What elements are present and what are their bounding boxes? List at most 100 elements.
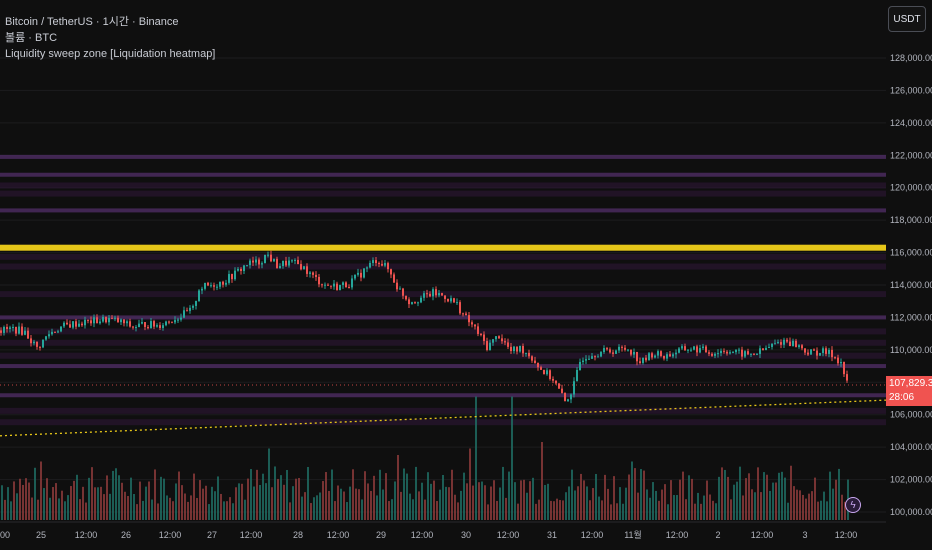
candle-body	[840, 362, 842, 364]
volume-bar	[31, 497, 33, 520]
candle-body	[825, 348, 827, 354]
candle-body	[246, 265, 248, 267]
candle-body	[651, 353, 653, 358]
volume-bar	[316, 495, 318, 520]
volume-bar	[394, 481, 396, 520]
volume-bar	[475, 396, 477, 520]
volume-bar	[478, 482, 480, 520]
currency-button[interactable]: USDT	[888, 6, 926, 32]
volume-bar	[460, 490, 462, 520]
candle-body	[288, 260, 290, 266]
volume-bar	[379, 469, 381, 520]
volume-bar	[334, 501, 336, 520]
volume-bar	[646, 489, 648, 520]
candle-body	[399, 288, 401, 290]
volume-legend[interactable]: 볼륨 · BTC	[5, 32, 58, 44]
volume-bar	[388, 501, 390, 520]
candle-body	[135, 327, 137, 329]
candle-body	[711, 353, 713, 356]
volume-bar	[595, 473, 597, 520]
candle-body	[219, 281, 221, 287]
volume-bar	[784, 477, 786, 520]
volume-bar	[82, 486, 84, 520]
candle-body	[435, 289, 437, 296]
candle-body	[369, 263, 371, 268]
candle-body	[414, 302, 416, 304]
volume-bar	[349, 486, 351, 520]
volume-bar	[664, 484, 666, 520]
volume-bar	[364, 471, 366, 520]
candle-body	[480, 333, 482, 335]
volume-bar	[799, 490, 801, 520]
volume-bar	[487, 504, 489, 520]
candle-body	[390, 269, 392, 275]
candle-body	[39, 346, 41, 348]
candle-body	[819, 353, 821, 356]
time-axis-label: 29	[376, 530, 386, 540]
volume-bar	[25, 478, 27, 520]
volume-bar	[811, 491, 813, 520]
indicator-legend[interactable]: Liquidity sweep zone [Liquidation heatma…	[5, 48, 216, 60]
volume-bar	[748, 473, 750, 520]
candle-body	[558, 383, 560, 389]
volume-bar	[16, 493, 18, 520]
volume-bar	[235, 487, 237, 520]
symbol-title[interactable]: Bitcoin / TetherUS · 1시간 · Binance	[5, 16, 179, 28]
volume-bar	[13, 481, 15, 520]
lightning-icon[interactable]: ϟ	[845, 497, 861, 513]
price-axis	[886, 0, 932, 550]
candle-body	[423, 293, 425, 298]
liquidity-zone	[0, 253, 886, 260]
candle-body	[633, 351, 635, 355]
volume-bar	[307, 466, 309, 520]
candle-body	[645, 357, 647, 361]
volume-bar	[745, 478, 747, 520]
volume-bar	[559, 500, 561, 520]
candle-body	[195, 301, 197, 306]
candle-body	[450, 298, 452, 302]
volume-bar	[169, 497, 171, 520]
volume-bar	[37, 499, 39, 520]
candle-body	[804, 348, 806, 353]
candle-body	[681, 346, 683, 349]
candle-body	[843, 362, 845, 375]
candle-body	[810, 349, 812, 355]
candle-body	[702, 346, 704, 349]
volume-bar	[286, 469, 288, 520]
candle-body	[705, 346, 707, 353]
volume-bar	[88, 477, 90, 520]
candle-body	[381, 263, 383, 266]
candle-body	[444, 295, 446, 299]
volume-bar	[601, 500, 603, 520]
volume-bar	[736, 481, 738, 520]
candle-body	[543, 369, 545, 375]
volume-bar	[172, 501, 174, 520]
volume-bar	[769, 490, 771, 520]
volume-bar	[70, 486, 72, 520]
volume-bar	[805, 498, 807, 520]
candle-body	[495, 336, 497, 340]
candle-body	[12, 326, 14, 328]
candle-body	[30, 338, 32, 344]
time-axis-label: 31	[547, 530, 557, 540]
candle-body	[300, 264, 302, 270]
volume-bar	[697, 492, 699, 520]
volume-bar	[220, 493, 222, 520]
candle-body	[192, 305, 194, 308]
liquidity-zone	[0, 339, 886, 346]
volume-bar	[832, 488, 834, 520]
time-axis-label: 3	[802, 530, 807, 540]
volume-bar	[484, 485, 486, 520]
volume-bar	[319, 492, 321, 520]
candle-body	[594, 356, 596, 358]
candle-body	[552, 378, 554, 381]
candle-body	[342, 282, 344, 286]
liquidity-zone	[0, 172, 886, 177]
candle-body	[294, 259, 296, 261]
time-axis-label: 00	[0, 530, 10, 540]
candle-body	[549, 370, 551, 379]
candle-body	[660, 351, 662, 356]
volume-bar	[787, 502, 789, 520]
candle-body	[516, 346, 518, 352]
